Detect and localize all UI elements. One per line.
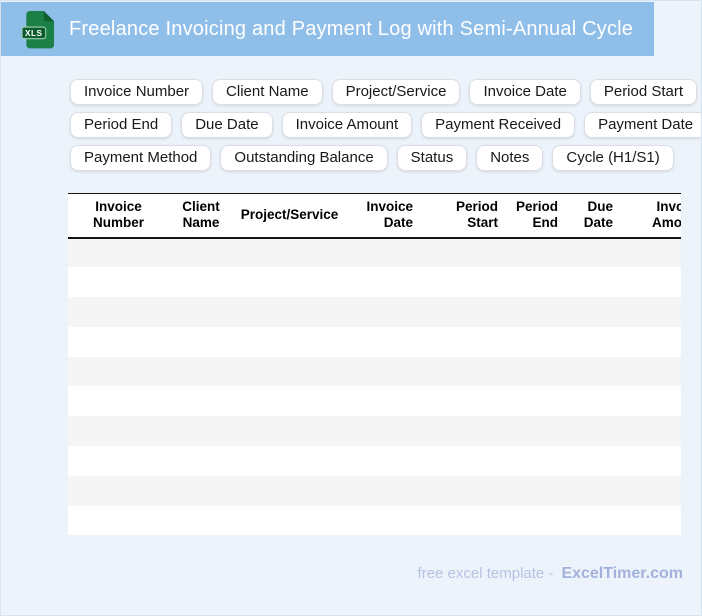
xls-file-icon: XLS (21, 10, 54, 48)
chip-row-3: Payment Method Outstanding Balance Statu… (70, 145, 701, 171)
col-header-invoice-date: Invoice Date (346, 193, 421, 238)
footer: free excel template - ExcelTimer.com (418, 565, 683, 583)
header-bar: XLS Freelance Invoicing and Payment Log … (1, 2, 654, 56)
chip-invoice-date[interactable]: Invoice Date (469, 79, 581, 105)
footer-note: free excel template - (417, 565, 554, 582)
table-row (68, 505, 681, 536)
spreadsheet-preview-table: Invoice Number Client Name Project/Servi… (68, 193, 681, 536)
chip-payment-date[interactable]: Payment Date (584, 112, 701, 138)
table-row (68, 416, 681, 447)
empty-cell (68, 475, 681, 506)
empty-cell (68, 267, 681, 298)
empty-cell (68, 297, 681, 327)
table-row (68, 475, 681, 506)
table-row (68, 326, 681, 357)
chip-row-2: Period End Due Date Invoice Amount Payme… (70, 112, 701, 138)
empty-cell (68, 505, 681, 536)
col-header-period-end: Period End (506, 193, 566, 238)
chip-project-service[interactable]: Project/Service (331, 79, 461, 105)
chip-outstanding-balance[interactable]: Outstanding Balance (220, 145, 388, 171)
chip-status[interactable]: Status (396, 145, 468, 171)
chip-invoice-amount[interactable]: Invoice Amount (281, 112, 413, 138)
table-row (68, 386, 681, 417)
empty-cell (68, 446, 681, 476)
table-row (68, 297, 681, 327)
field-chip-list: Invoice Number Client Name Project/Servi… (70, 79, 701, 171)
col-header-client-name: Client Name (169, 193, 233, 238)
empty-rows (68, 237, 681, 536)
empty-cell (68, 386, 681, 417)
chip-cycle-h1-s1[interactable]: Cycle (H1/S1) (552, 145, 674, 171)
col-header-due-date: Due Date (566, 193, 621, 238)
chip-client-name[interactable]: Client Name (212, 79, 323, 105)
empty-cell (68, 326, 681, 357)
col-header-invoice-amount: Invoice Amount (621, 193, 681, 238)
chip-period-start[interactable]: Period Start (589, 79, 698, 105)
footer-brand-link[interactable]: ExcelTimer.com (561, 565, 683, 582)
chip-payment-received[interactable]: Payment Received (421, 112, 576, 138)
xls-badge-label: XLS (25, 29, 43, 38)
col-header-period-start: Period Start (421, 193, 506, 238)
table-row (68, 356, 681, 387)
chip-period-end[interactable]: Period End (70, 112, 173, 138)
empty-cell (68, 416, 681, 447)
table-header-row: Invoice Number Client Name Project/Servi… (68, 193, 681, 238)
chip-due-date[interactable]: Due Date (181, 112, 273, 138)
table-row (68, 267, 681, 298)
page-title: Freelance Invoicing and Payment Log with… (69, 17, 634, 40)
table-row (68, 237, 681, 268)
empty-cell (68, 237, 681, 268)
chip-notes[interactable]: Notes (476, 145, 544, 171)
chip-row-1: Invoice Number Client Name Project/Servi… (70, 79, 701, 105)
chip-payment-method[interactable]: Payment Method (70, 145, 212, 171)
col-header-project-service: Project/Service (233, 193, 346, 238)
chip-invoice-number[interactable]: Invoice Number (70, 79, 204, 105)
empty-cell (68, 356, 681, 387)
col-header-invoice-number: Invoice Number (68, 193, 169, 238)
table-row (68, 446, 681, 476)
